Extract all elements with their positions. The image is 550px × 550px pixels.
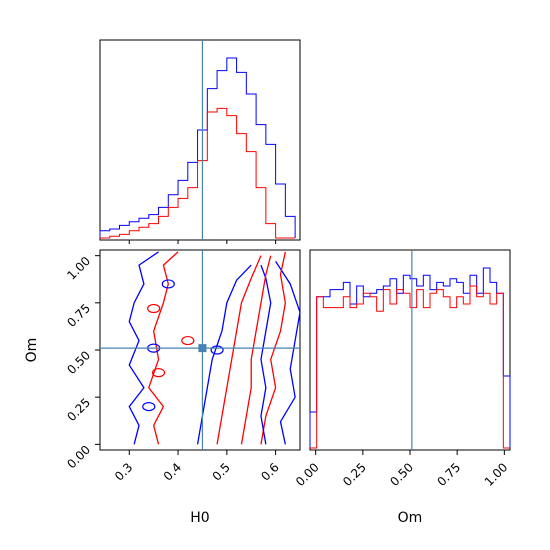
om-hist-series-0 bbox=[309, 267, 511, 448]
contour-inner-right-2 bbox=[260, 264, 272, 445]
om-marginal-frame bbox=[309, 249, 511, 451]
contour-island-3 bbox=[181, 335, 195, 346]
om-hist-series-1 bbox=[310, 285, 510, 449]
h0-marginal-frame bbox=[99, 39, 301, 241]
contour-island-4 bbox=[210, 345, 224, 355]
contour-outer-left-1 bbox=[148, 251, 179, 445]
contour-outer-right-0 bbox=[275, 260, 301, 445]
joint-x-tick-label-2: 0.5 bbox=[210, 460, 233, 483]
om-x-tick-label-3: 0.75 bbox=[434, 460, 463, 489]
contour-inner-left-2 bbox=[196, 264, 252, 445]
x-axis-label-h0: H0 bbox=[190, 510, 209, 526]
contour-inner-left-3 bbox=[216, 255, 262, 445]
om-x-tick-label-4: 1.00 bbox=[482, 460, 511, 489]
contour-inner-right-3 bbox=[240, 255, 272, 445]
contour-outer-left-0 bbox=[128, 251, 159, 445]
contour-island-1 bbox=[151, 368, 166, 378]
contour-outer-right-1 bbox=[260, 251, 287, 445]
contour-island-6 bbox=[161, 279, 175, 289]
joint-y-tick-label-0: 0.00 bbox=[64, 443, 93, 472]
joint-truth-marker bbox=[198, 344, 207, 353]
om-x-tick-label-0: 0.00 bbox=[293, 460, 322, 489]
om-x-tick-label-2: 0.50 bbox=[387, 460, 416, 489]
joint-y-tick-label-2: 0.50 bbox=[64, 348, 93, 377]
joint-x-tick-label-0: 0.3 bbox=[112, 460, 135, 483]
contour-island-2 bbox=[142, 402, 156, 412]
joint-x-tick-label-1: 0.4 bbox=[161, 460, 184, 483]
joint-x-tick-label-3: 0.6 bbox=[258, 460, 281, 483]
joint-y-tick-label-3: 0.75 bbox=[64, 301, 93, 330]
h0-hist-series-0 bbox=[99, 57, 296, 238]
joint-y-tick-label-4: 1.00 bbox=[64, 254, 93, 283]
y-axis-label-om: Om bbox=[24, 338, 40, 363]
contour-island-5 bbox=[147, 303, 161, 314]
joint-y-tick-label-1: 0.25 bbox=[64, 395, 93, 424]
x-axis-label-om: Om bbox=[398, 510, 423, 526]
om-x-tick-label-1: 0.25 bbox=[340, 460, 369, 489]
h0-hist-series-1 bbox=[100, 107, 296, 239]
